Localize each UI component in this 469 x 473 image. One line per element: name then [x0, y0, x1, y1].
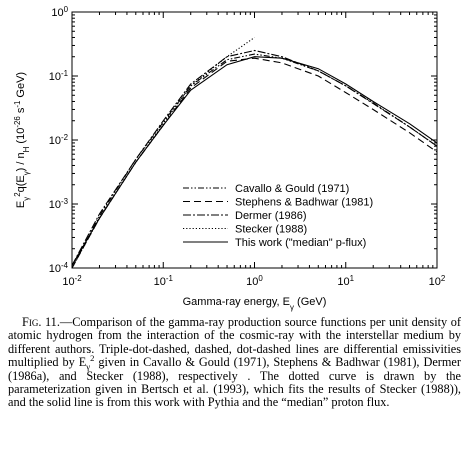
series-line: [71, 53, 438, 269]
x-tick-label: 102: [429, 274, 446, 289]
legend-label: Dermer (1986): [235, 210, 307, 222]
x-tick-label: 101: [337, 274, 354, 289]
figure: 10-2 10-1 100 101 102 10-4 10-3 10-2 10-1 100 Gamm…: [13, 5, 446, 312]
y-tick-label: 10-1: [49, 69, 69, 84]
y-tick-label: 10-3: [49, 197, 69, 212]
legend-label: Cavallo & Gould (1971): [235, 183, 349, 195]
caption-label: Fig. 11.: [22, 315, 60, 329]
y-tick-label: 10-4: [49, 261, 69, 276]
y-tick-label: 10-2: [49, 133, 68, 148]
x-axis-label: Gamma-ray energy, Eγ (GeV): [183, 296, 327, 312]
x-tick-label: 100: [246, 274, 263, 289]
caption-text: —Comparison of the gamma-ray production …: [8, 315, 461, 410]
x-tick-label: 10-1: [154, 274, 174, 289]
series-line: [71, 37, 255, 269]
y-tick-label: 100: [51, 5, 68, 20]
legend-label: Stephens & Badhwar (1981): [235, 197, 373, 209]
y-axis-label: Eγ2q(Eγ) / nH (10-26 s-1 GeV): [13, 72, 31, 208]
x-tick-label: 10-2: [62, 274, 81, 289]
series-line: [71, 56, 438, 266]
legend-label: This work ("median" p-flux): [235, 237, 366, 249]
legend-label: Stecker (1988): [235, 224, 307, 236]
series-line: [71, 49, 438, 266]
caption: Fig. 11.—Comparison of the gamma-ray pro…: [8, 315, 461, 410]
